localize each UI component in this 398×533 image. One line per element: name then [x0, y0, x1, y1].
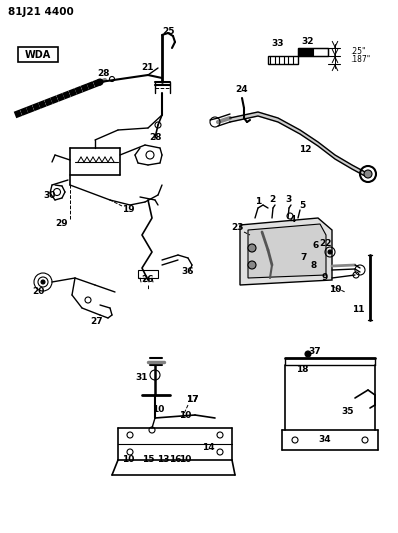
Circle shape: [328, 250, 332, 254]
Polygon shape: [248, 224, 326, 278]
Circle shape: [97, 79, 103, 85]
Circle shape: [305, 351, 311, 357]
Text: 2: 2: [269, 196, 275, 205]
Text: 17: 17: [186, 395, 198, 405]
Text: 13: 13: [157, 456, 169, 464]
Text: 9: 9: [322, 273, 328, 282]
Bar: [298, 48, 313, 56]
Text: 7: 7: [301, 254, 307, 262]
Circle shape: [364, 170, 372, 178]
Text: 16: 16: [169, 456, 181, 464]
Text: 30: 30: [44, 190, 56, 199]
Text: 28: 28: [149, 133, 161, 142]
Circle shape: [41, 280, 45, 284]
Circle shape: [248, 261, 256, 269]
Bar: [18, 47, 58, 62]
Text: 18: 18: [296, 366, 308, 375]
Text: 35: 35: [342, 408, 354, 416]
Text: 11: 11: [352, 305, 364, 314]
Text: 26: 26: [142, 274, 154, 284]
Text: .187": .187": [350, 55, 370, 64]
Text: 28: 28: [97, 69, 109, 77]
Text: 24: 24: [236, 85, 248, 94]
Text: 10: 10: [179, 456, 191, 464]
Text: 8: 8: [311, 262, 317, 271]
Text: 21: 21: [142, 63, 154, 72]
Text: 17: 17: [186, 395, 198, 405]
Text: 34: 34: [319, 435, 331, 445]
Text: .25": .25": [350, 46, 365, 55]
Text: 10: 10: [122, 456, 134, 464]
Text: 6: 6: [313, 241, 319, 251]
Text: 10: 10: [152, 406, 164, 415]
Text: 32: 32: [302, 37, 314, 46]
Text: 23: 23: [232, 223, 244, 232]
Bar: [313, 48, 328, 56]
Polygon shape: [230, 112, 365, 176]
Text: 10: 10: [179, 410, 191, 419]
Text: 20: 20: [32, 287, 44, 296]
Text: 19: 19: [122, 206, 134, 214]
Text: 29: 29: [56, 220, 68, 229]
Text: WDA: WDA: [25, 50, 51, 60]
Text: 27: 27: [91, 318, 103, 327]
Text: 33: 33: [272, 38, 284, 47]
Bar: [138, 270, 158, 278]
Text: 5: 5: [299, 201, 305, 211]
Text: 12: 12: [299, 146, 311, 155]
Text: 81J21 4400: 81J21 4400: [8, 7, 74, 17]
Bar: [298, 48, 328, 56]
Text: 37: 37: [309, 348, 321, 357]
Text: 15: 15: [142, 456, 154, 464]
Text: 10: 10: [329, 286, 341, 295]
Text: 1: 1: [255, 198, 261, 206]
Text: 4: 4: [290, 215, 296, 224]
Text: 14: 14: [202, 443, 214, 453]
Circle shape: [248, 244, 256, 252]
Text: 3: 3: [285, 196, 291, 205]
Text: 22: 22: [319, 238, 331, 247]
Bar: [268, 56, 298, 64]
Text: 25: 25: [162, 28, 174, 36]
Text: 36: 36: [182, 268, 194, 277]
Polygon shape: [240, 218, 332, 285]
Text: 31: 31: [136, 374, 148, 383]
